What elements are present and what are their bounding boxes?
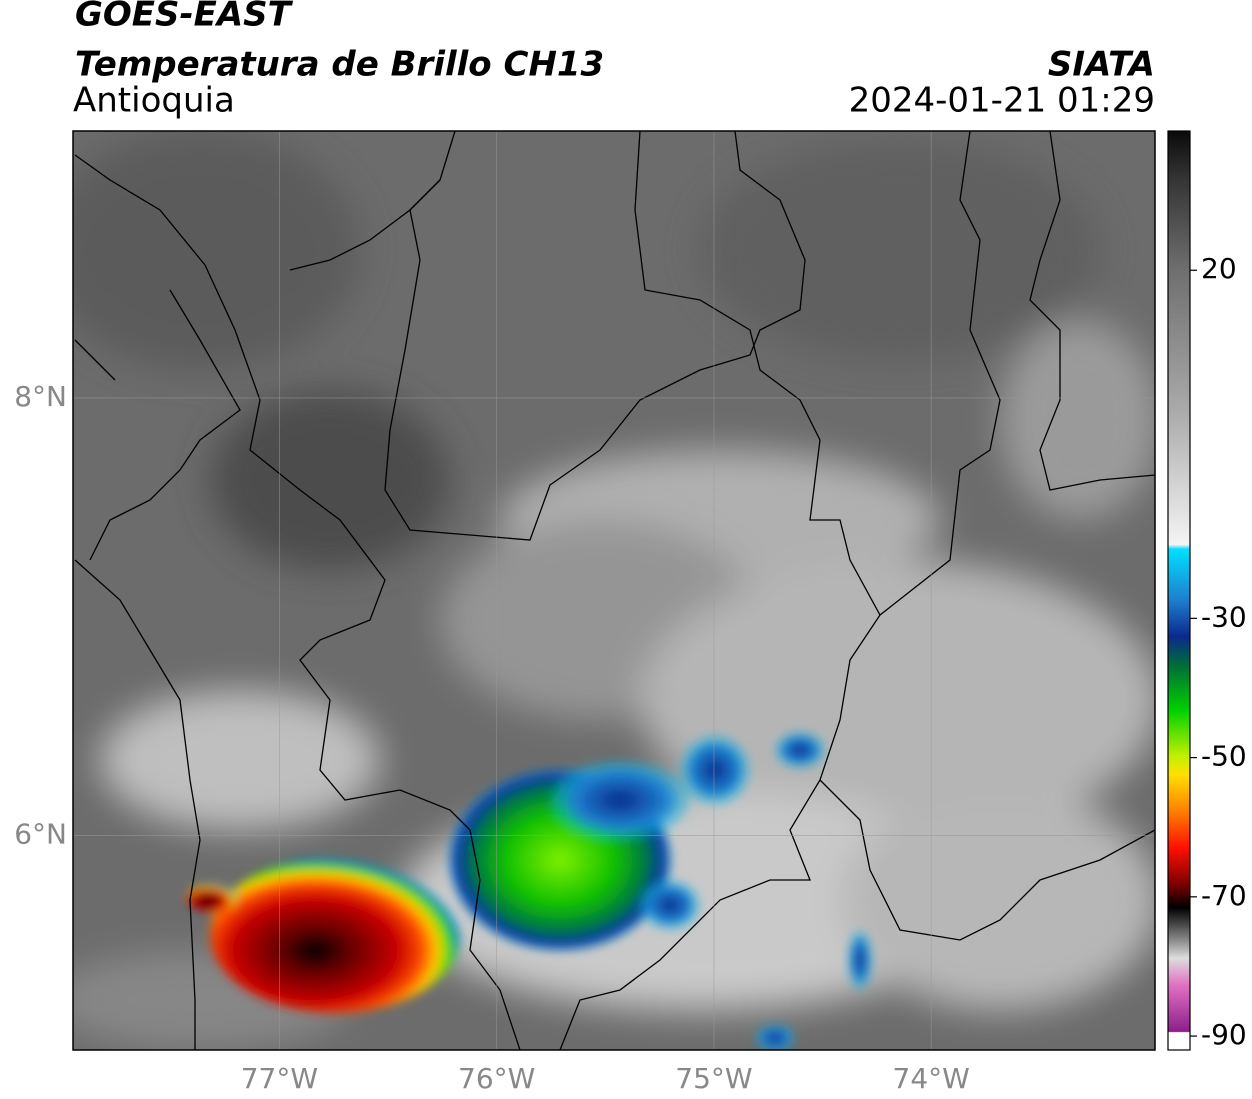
x-tick-label: 77°W [241, 1062, 318, 1095]
datetime: 2024-01-21 01:29 [849, 81, 1155, 121]
colorbar-tick-label: -70 [1201, 879, 1247, 912]
source: SIATA [1048, 45, 1155, 85]
x-tick-label: 74°W [893, 1062, 970, 1095]
region: Antioquia [73, 81, 235, 121]
colorbar-tick-label: 20 [1201, 252, 1237, 285]
x-tick-label: 76°W [458, 1062, 535, 1095]
map-frame [72, 130, 1156, 1051]
satellite-image [73, 131, 1155, 1050]
subtitle: Temperatura de Brillo CH13 [75, 45, 604, 85]
colorbar-tick-label: -90 [1201, 1018, 1247, 1051]
x-tick-label: 75°W [675, 1062, 752, 1095]
y-tick-label: 8°N [14, 380, 67, 413]
colorbar [1167, 130, 1191, 1051]
colorbar-tick-label: -30 [1201, 600, 1247, 633]
colorbar-tick-label: -50 [1201, 740, 1247, 773]
y-tick-label: 6°N [14, 818, 67, 851]
title: GOES-EAST [75, 0, 294, 35]
